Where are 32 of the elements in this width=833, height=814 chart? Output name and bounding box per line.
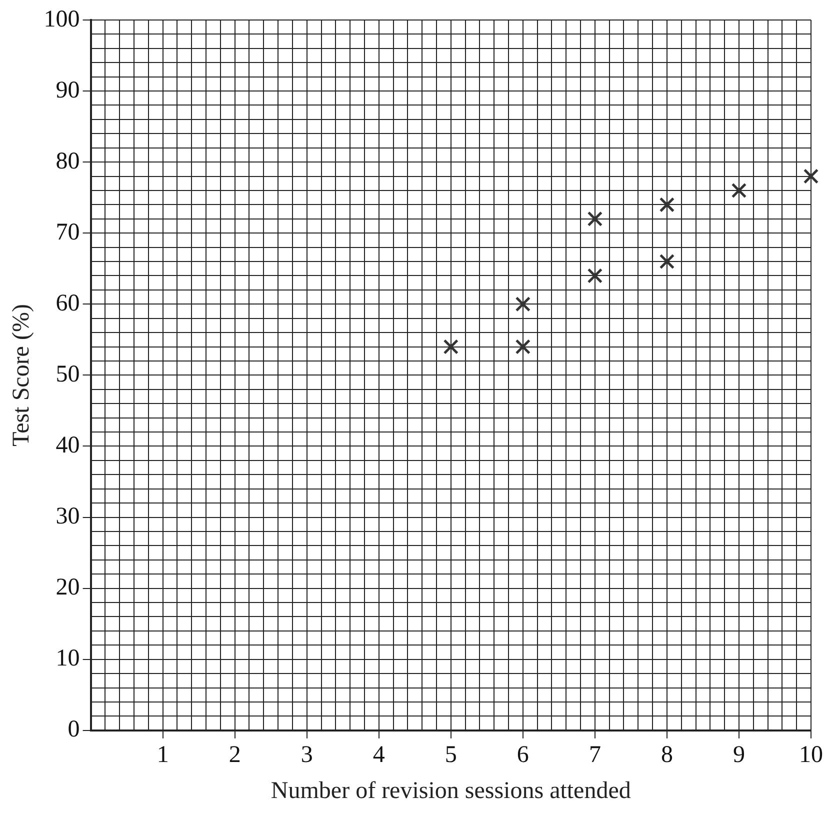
y-tick-label: 10 <box>56 646 80 672</box>
y-tick-label: 50 <box>56 361 80 388</box>
x-axis-title: Number of revision sessions attended <box>270 778 631 804</box>
x-tick-label: 4 <box>372 742 385 768</box>
y-tick-label: 80 <box>56 148 80 174</box>
x-tick-label: 1 <box>156 742 169 768</box>
x-tick-label: 10 <box>799 742 823 768</box>
y-tick-label: 90 <box>56 77 80 104</box>
x-tick-label: 9 <box>732 742 745 768</box>
y-tick-label: 0 <box>68 716 80 743</box>
point <box>803 168 819 184</box>
y-tick-label: 20 <box>56 574 80 601</box>
point <box>587 211 603 227</box>
point <box>659 254 675 270</box>
x-tick-label: 5 <box>444 742 457 768</box>
y-tick-label: 70 <box>56 219 80 246</box>
x-tick-label: 6 <box>516 742 529 768</box>
point <box>515 339 531 354</box>
y-tick-label: 40 <box>56 432 80 459</box>
point <box>587 268 603 284</box>
point <box>659 197 675 212</box>
point <box>443 339 459 354</box>
y-tick-label: 100 <box>44 6 80 32</box>
y-axis-title: Test Score (%) <box>8 304 35 446</box>
point <box>731 182 747 198</box>
x-tick-label: 8 <box>660 742 673 768</box>
x-tick-label: 3 <box>300 742 313 768</box>
y-tick-label: 30 <box>56 504 80 530</box>
y-tick-label: 60 <box>56 290 80 316</box>
x-tick-label: 7 <box>588 742 601 768</box>
point <box>515 296 531 312</box>
x-tick-label: 2 <box>228 742 241 768</box>
